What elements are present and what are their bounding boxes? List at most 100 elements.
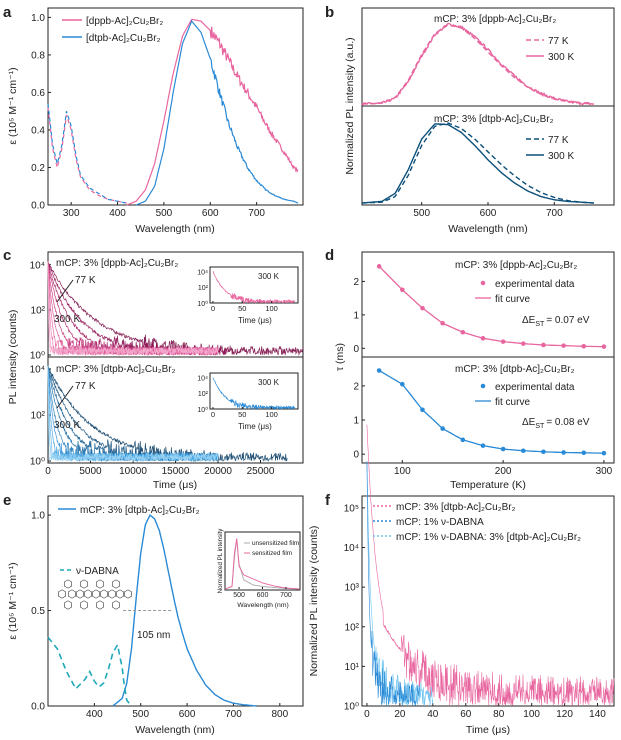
molecule-ring bbox=[80, 580, 87, 588]
panel-c-top-ytick-label: 10⁰ bbox=[30, 351, 45, 362]
panel-d-xlabel: Temperature (K) bbox=[450, 479, 526, 491]
panel-f-xtick-label: 60 bbox=[460, 709, 472, 720]
panel-letter-a: a bbox=[3, 4, 12, 21]
panel-c-bot-inset-label: 300 K bbox=[258, 378, 280, 387]
panel-e-series-1 bbox=[48, 637, 132, 706]
legend-d-top-fit: fit curve bbox=[495, 294, 530, 305]
panel-c-top-ytick-label: 10² bbox=[31, 305, 46, 316]
panel-c-top-300: 300 K bbox=[54, 314, 80, 325]
legend-d-top-exp: experimental data bbox=[495, 279, 575, 290]
panel-f-ytick-label: 10² bbox=[345, 622, 360, 633]
panel-f-ytick-label: 10⁴ bbox=[344, 543, 359, 554]
panel-d-bottom-point bbox=[602, 451, 607, 456]
panel-b-ylabel: Normalized PL intensity (a.u.) bbox=[344, 37, 356, 174]
panel-d-xtick-label: 300 bbox=[596, 466, 613, 477]
panel-c-xtick-label: 15000 bbox=[162, 466, 190, 477]
panel-c-top-decay-9 bbox=[48, 263, 218, 356]
c-inset-top-xtick-label: 50 bbox=[238, 304, 246, 313]
panel-a-xlabel: Wavelength (nm) bbox=[135, 223, 215, 235]
molecule-ring bbox=[84, 590, 91, 598]
panel-d-top-point bbox=[440, 321, 445, 326]
panel-b-xlabel: Wavelength (nm) bbox=[448, 223, 528, 235]
c-inset-bot-xtick-label: 0 bbox=[211, 410, 215, 419]
panel-e-xtick-label: 600 bbox=[179, 709, 196, 720]
panel-e-xtick-label: 700 bbox=[225, 709, 242, 720]
panel-e-inset-ylabel: Normalized PL intensity bbox=[217, 528, 224, 594]
panel-d-top-point bbox=[400, 287, 405, 292]
panel-a: a 300 400 500 600 7000.00.20.40.60.81.0 [dpp… bbox=[3, 4, 303, 235]
panel-a-xtick-label: 300 bbox=[63, 208, 80, 219]
molecule-ring bbox=[96, 580, 103, 588]
panel-d-bottom-ytick-label: 2 bbox=[353, 381, 359, 392]
legend-f-2: mCP: 1% ν-DABNA bbox=[396, 517, 484, 528]
c-inset-top-ytick-label: 10⁴ bbox=[197, 269, 208, 276]
legend-b-top-300: 300 K bbox=[548, 52, 574, 63]
panel-d-bottom-point bbox=[440, 426, 445, 431]
panel-d-top-point bbox=[581, 344, 586, 349]
panel-f-xtick-label: 140 bbox=[589, 709, 606, 720]
panel-letter-e: e bbox=[3, 492, 11, 509]
panel-d-bottom-point bbox=[521, 448, 526, 453]
panel-a-ytick-label: 1.0 bbox=[31, 13, 45, 24]
panel-c-top-inset-label: 300 K bbox=[258, 272, 280, 281]
panel-d-bottom-ytick-label: 1 bbox=[353, 416, 359, 427]
c-inset-top-xtick-label: 0 bbox=[211, 304, 215, 313]
panel-e-inset-xlabel: Wavelength (nm) bbox=[237, 602, 289, 609]
panel-d-top-point bbox=[602, 344, 607, 349]
legend-e-dabna: ν-DABNA bbox=[76, 566, 119, 577]
dabna-molecule-structure bbox=[58, 580, 131, 609]
c-inset-bot-xtick-label: 50 bbox=[238, 410, 246, 419]
panel-c-bottom-decay-9 bbox=[48, 366, 218, 461]
panel-d-top-ytick-label: 0 bbox=[353, 344, 359, 355]
panel-d-top-title: mCP: 3% [dppb-Ac]₂Cu₂Br₂ bbox=[455, 260, 577, 271]
panel-e-inset-xtick-label: 500 bbox=[233, 592, 245, 599]
panel-c-bottom-decay-3 bbox=[48, 365, 218, 461]
panel-f-xlabel: Time (μs) bbox=[466, 724, 510, 736]
panel-a-series-3 bbox=[136, 21, 298, 205]
panel-letter-c: c bbox=[3, 247, 11, 264]
c-inset-bot-ytick-label: 10² bbox=[198, 391, 209, 398]
panel-c-xtick-label: 5000 bbox=[79, 466, 102, 477]
panel-c-xlabel: Time (μs) bbox=[153, 479, 197, 491]
panel-c-lines bbox=[48, 261, 303, 461]
panel-b-bottom-title: mCP: 3% [dtpb-Ac]₂Cu₂Br₂ bbox=[434, 114, 554, 125]
panel-c: c 0 5000 10000 15000 20000 2500010⁰10²10⁴10⁰1… bbox=[3, 247, 303, 491]
legend-d-bot-fit: fit curve bbox=[495, 397, 530, 408]
panel-c-top-77: 77 K bbox=[75, 275, 96, 286]
panel-d-xtick-label: 100 bbox=[394, 466, 411, 477]
panel-a-lines bbox=[48, 19, 298, 205]
panel-letter-d: d bbox=[325, 247, 334, 264]
legend-b-bot-300: 300 K bbox=[548, 151, 574, 162]
panel-d-bot-delta: ΔEST = 0.08 eV bbox=[522, 417, 590, 430]
panel-e-ticks: 400 500 600 700 800 0.0 0.5 1.0 bbox=[31, 511, 289, 720]
panel-f-series-2 bbox=[367, 461, 433, 706]
panel-c-bot-inset bbox=[210, 373, 298, 409]
panel-c-bot-ytick-label: 10⁰ bbox=[30, 457, 45, 468]
panel-a-xtick-label: 600 bbox=[202, 208, 219, 219]
panel-d-top-point bbox=[481, 336, 486, 341]
panel-d-top-point bbox=[541, 343, 546, 348]
panel-letter-b: b bbox=[325, 4, 334, 21]
panel-d-bottom-point bbox=[461, 438, 466, 443]
legend-d-bot-dot bbox=[481, 384, 486, 389]
molecule-ring bbox=[116, 590, 123, 598]
panel-letter-f: f bbox=[325, 492, 331, 509]
panel-c-top-decay-3 bbox=[48, 263, 218, 355]
panel-c-xtick-label: 0 bbox=[45, 466, 51, 477]
panel-a-xtick-label: 700 bbox=[248, 208, 265, 219]
panel-d-ylabel: τ (ms) bbox=[334, 343, 346, 371]
panel-d-bottom-point bbox=[400, 382, 405, 387]
panel-c-top-inset bbox=[210, 267, 298, 303]
panel-a-xtick-label: 500 bbox=[156, 208, 173, 219]
panel-d-xtick-label: 200 bbox=[495, 466, 512, 477]
panel-b-xtick-label: 600 bbox=[480, 208, 497, 219]
panel-f-xtick-label: 120 bbox=[556, 709, 573, 720]
molecule-ring bbox=[64, 580, 71, 588]
panel-f: f 0 20 40 60 80 100 120 140 10⁰ 10¹ 10² 10³ 10⁴ 10⁵ m… bbox=[308, 425, 614, 736]
panel-d-top-ytick-label: 2 bbox=[353, 277, 359, 288]
panel-c-xtick-label: 25000 bbox=[247, 466, 275, 477]
c-inset-top-decay bbox=[213, 271, 295, 303]
panel-f-xtick-label: 40 bbox=[427, 709, 439, 720]
panel-c-top-inset-xlabel: Time (μs) bbox=[238, 316, 272, 325]
panel-a-series-1 bbox=[48, 104, 127, 203]
